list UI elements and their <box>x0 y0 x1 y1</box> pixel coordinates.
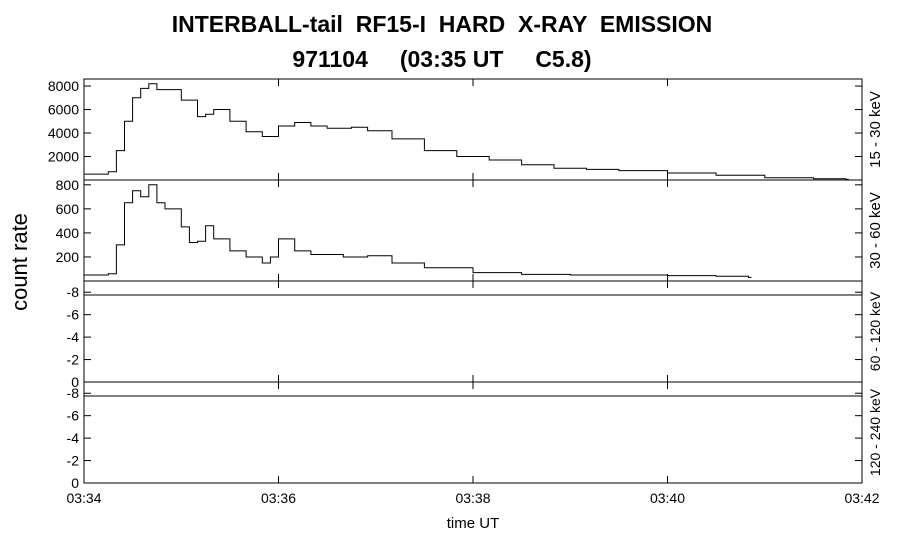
y-tick-label: 800 <box>56 177 80 193</box>
x-tick-label: 03:36 <box>261 490 296 506</box>
x-tick-label: 03:40 <box>650 490 685 506</box>
y-tick-label: 400 <box>56 225 80 241</box>
y-tick-label: 8000 <box>48 78 79 94</box>
panel-label: 120 - 240 keV <box>867 388 883 476</box>
y-tick-label: -4 <box>67 430 80 446</box>
chart-subtitle: 971104 (03:35 UT C5.8) <box>292 46 592 72</box>
y-tick-label: -4 <box>67 329 80 345</box>
y-tick-label: 0 <box>71 475 79 491</box>
x-tick-label: 03:34 <box>66 490 101 506</box>
y-axis-label: count rate <box>7 213 32 311</box>
x-axis-label: time UT <box>447 515 500 532</box>
panel-label: 15 - 30 keV <box>867 91 884 168</box>
y-tick-label: 2000 <box>48 149 79 165</box>
panel-label: 60 - 120 keV <box>867 291 883 371</box>
chart-title: INTERBALL-tail RF15-I HARD X-RAY EMISSIO… <box>171 11 713 37</box>
y-tick-label: 0 <box>71 374 79 390</box>
panel-frame <box>83 381 863 484</box>
y-tick-label: -2 <box>67 352 80 368</box>
series-line <box>84 83 849 180</box>
y-tick-label: -2 <box>67 453 80 469</box>
y-tick-label: 6000 <box>48 102 79 118</box>
panel-frame <box>83 78 863 181</box>
y-tick-label: 4000 <box>48 125 79 141</box>
y-tick-label: 200 <box>56 249 80 265</box>
x-tick-label: 03:42 <box>844 490 879 506</box>
panel-frame <box>83 179 863 282</box>
y-tick-label: -6 <box>67 408 80 424</box>
series-line <box>84 184 752 278</box>
y-tick-label: -8 <box>67 284 80 300</box>
y-tick-label: -6 <box>67 307 80 323</box>
panel-label: 30 - 60 keV <box>867 192 884 269</box>
x-tick-label: 03:38 <box>455 490 490 506</box>
y-tick-label: 600 <box>56 201 80 217</box>
y-tick-label: -8 <box>67 385 80 401</box>
panel-frame <box>83 280 863 383</box>
